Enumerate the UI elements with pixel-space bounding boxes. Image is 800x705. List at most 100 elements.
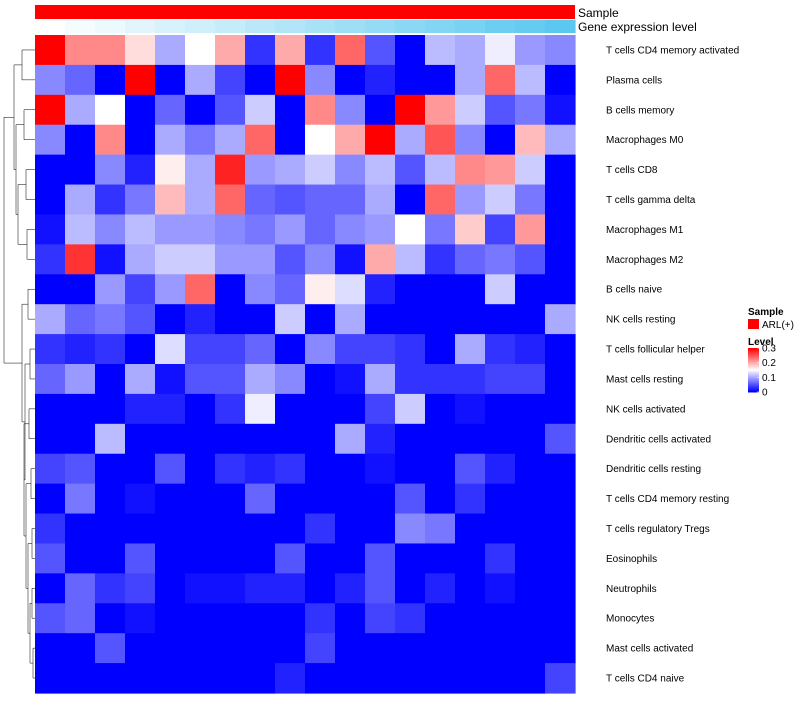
heatmap-cell [455,364,486,395]
heatmap-cell [125,94,156,126]
heatmap-cell [365,244,396,275]
level-legend-gradient-step [748,357,759,359]
heatmap-cell [365,663,396,694]
level-legend-gradient-step [748,365,759,367]
heatmap-cell [515,244,546,275]
heatmap-cell [455,124,486,156]
row-label: Dendritic cells resting [606,464,701,475]
heatmap-cell [215,304,246,335]
heatmap-cell [545,364,576,395]
heatmap-cell [155,334,186,365]
heatmap-cell [275,573,306,604]
heatmap-cell [215,274,246,305]
row-label: Macrophages M0 [606,135,684,146]
level-legend-gradient-step [748,363,759,365]
heatmap-cell [455,393,486,425]
level-legend-gradient-step [748,355,759,357]
level-legend-gradient-step [748,350,759,352]
heatmap-cell [245,274,276,305]
heatmap-cell [485,423,516,455]
heatmap-cell [335,453,366,485]
heatmap-cell [65,364,96,395]
heatmap-cell [395,184,426,216]
heatmap-cell [35,423,66,455]
heatmap-cell [155,603,186,634]
heatmap-cell [35,543,66,574]
expression-annotation-cell [485,20,516,33]
level-legend-gradient-step [748,380,759,382]
heatmap-cells [35,35,576,694]
heatmap-cell [275,304,306,335]
heatmap-cell [545,244,576,275]
heatmap-cell [305,663,336,694]
row-dendrogram [3,49,35,679]
level-legend-gradient-step [748,371,759,373]
heatmap-cell [455,633,486,664]
level-legend-gradient-step [748,383,759,385]
heatmap-cell [155,154,186,186]
heatmap-cell [365,184,396,216]
heatmap-cell [305,364,336,395]
heatmap-cell [425,453,456,485]
heatmap-cell [35,573,66,604]
heatmap-cell [65,423,96,455]
row-label: T cells CD8 [606,165,658,176]
heatmap-cell [215,453,246,485]
heatmap-cell [515,603,546,634]
heatmap-cell [185,184,216,216]
heatmap-cell [425,483,456,515]
heatmap-cell [455,423,486,455]
heatmap-cell [395,334,426,365]
level-legend-gradient-step [748,354,759,356]
heatmap-cell [65,513,96,545]
heatmap-cell [455,64,486,96]
heatmap-cell [35,35,66,66]
heatmap-cell [365,603,396,634]
heatmap-cell [515,304,546,335]
heatmap-cell [545,184,576,216]
heatmap-cell [35,633,66,664]
heatmap-cell [305,154,336,186]
heatmap-cell [515,154,546,186]
heatmap-cell [485,483,516,515]
heatmap-cell [485,543,516,574]
heatmap-cell [245,543,276,574]
heatmap-cell [35,663,66,694]
heatmap-cell [65,244,96,275]
heatmap-cell [395,304,426,335]
heatmap-cell [515,274,546,305]
heatmap-cell [65,184,96,216]
heatmap-cell [185,543,216,574]
level-legend-gradient-step [748,382,759,384]
expression-annotation-cell [245,20,276,33]
heatmap-cell [425,64,456,96]
heatmap-cell [95,543,126,574]
level-legend-gradient-step [748,352,759,354]
heatmap-cell [95,513,126,545]
heatmap-cell [215,423,246,455]
heatmap-cell [65,603,96,634]
heatmap-cell [65,274,96,305]
heatmap-cell [215,483,246,515]
heatmap-cell [245,393,276,425]
heatmap-cell [515,364,546,395]
heatmap-cell [455,513,486,545]
heatmap-cell [95,124,126,156]
heatmap-cell [545,543,576,574]
heatmap-cell [95,364,126,395]
expression-annotation-cell [155,20,186,33]
heatmap-cell [515,393,546,425]
heatmap-cell [365,304,396,335]
heatmap-cell [365,64,396,96]
heatmap-cell [155,573,186,604]
heatmap-cell [35,244,66,275]
heatmap-cell [515,453,546,485]
heatmap-cell [245,124,276,156]
heatmap-cell [215,184,246,216]
heatmap-cell [125,423,156,455]
heatmap-cell [275,543,306,574]
expression-annotation-cell [455,20,486,33]
heatmap-cell [395,274,426,305]
heatmap-cell [65,663,96,694]
heatmap-cell [395,94,426,126]
